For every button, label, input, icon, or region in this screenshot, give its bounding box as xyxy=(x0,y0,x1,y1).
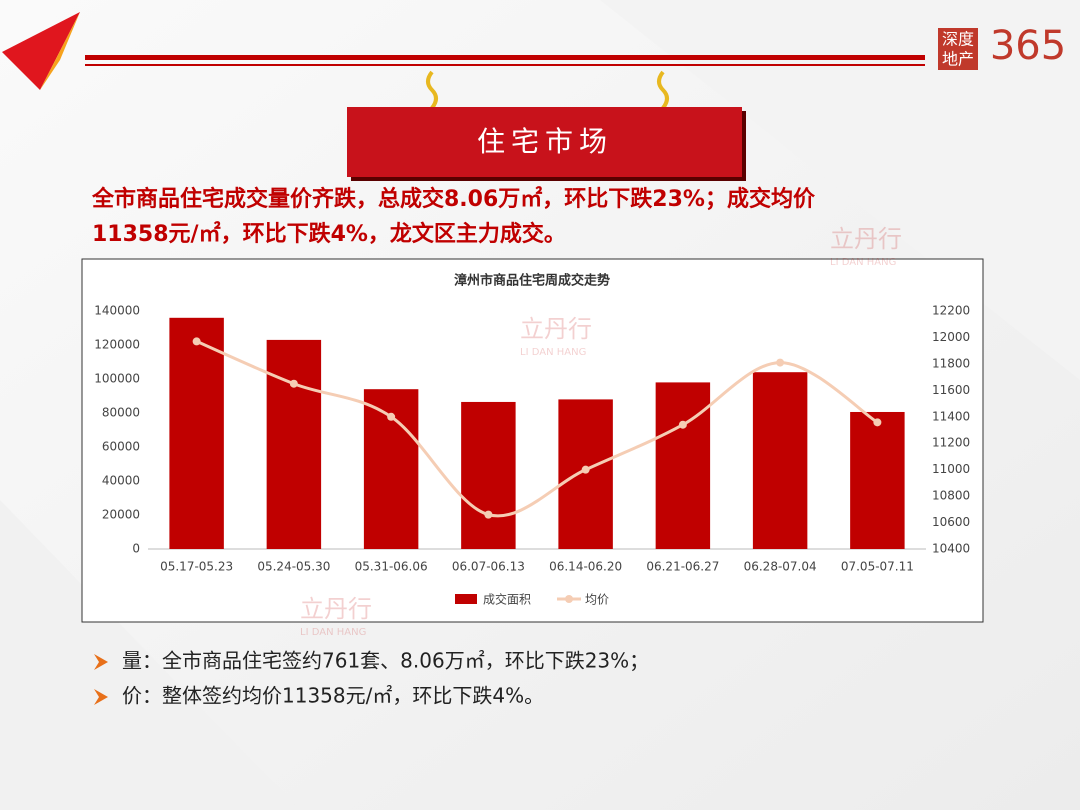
bar xyxy=(266,339,322,549)
line-point xyxy=(678,420,687,429)
arrow-logo xyxy=(2,12,80,90)
bg-shape xyxy=(0,500,300,810)
logo-text: 地产 xyxy=(942,50,974,69)
bullet-icon xyxy=(94,654,108,670)
y2-tick-label: 11000 xyxy=(932,462,970,476)
x-tick-label: 06.07-06.13 xyxy=(452,560,525,574)
x-tick-label: 05.17-05.23 xyxy=(160,560,233,574)
bar xyxy=(655,382,711,549)
chart: 0 20000 40000 60000 80000 100000 120000 140000 1… xyxy=(94,304,970,607)
bar xyxy=(558,399,613,549)
line-point xyxy=(484,510,493,519)
bar xyxy=(850,411,905,549)
bar xyxy=(752,372,808,549)
line xyxy=(196,340,879,518)
line-point xyxy=(289,379,298,388)
x-tick-label: 05.24-05.30 xyxy=(257,560,330,574)
top-rule xyxy=(85,55,925,60)
y2-tick-label: 10800 xyxy=(932,489,970,503)
legend-label: 均价 xyxy=(585,593,609,607)
y2-tick-label: 10400 xyxy=(932,542,970,556)
y-tick-label: 60000 xyxy=(102,440,140,454)
logo-text: 深度 xyxy=(942,30,974,49)
y2-tick-label: 11200 xyxy=(932,436,970,450)
headline: 11358元/㎡，环比下跌4%，龙文区主力成交。 xyxy=(92,221,566,247)
logo-box xyxy=(938,28,978,70)
bullet-icon xyxy=(94,689,108,705)
line-point xyxy=(776,358,785,367)
legend-label: 成交面积 xyxy=(483,592,531,607)
y-tick-label: 100000 xyxy=(94,372,140,386)
logo-number: 365 xyxy=(990,23,1066,69)
line-point xyxy=(873,418,882,427)
top-rule xyxy=(85,64,925,66)
watermark-text: 立丹行 xyxy=(520,315,592,343)
watermark-text: 立丹行 xyxy=(300,595,372,623)
line-point xyxy=(387,412,396,421)
watermark-text: LI DAN HANG xyxy=(520,347,586,358)
y2-tick-label: 12000 xyxy=(932,330,970,344)
chart-title: 漳州市商品住宅周成交走势 xyxy=(454,273,610,289)
line-point xyxy=(581,465,590,474)
x-tick-label: 07.05-07.11 xyxy=(841,560,914,574)
y2-tick-label: 11600 xyxy=(932,383,970,397)
bar xyxy=(169,317,224,549)
x-tick-label: 05.31-06.06 xyxy=(355,560,428,574)
title-box xyxy=(347,107,742,177)
y-tick-label: 140000 xyxy=(94,304,140,318)
y2-tick-label: 10600 xyxy=(932,515,970,529)
y2-tick-label: 12200 xyxy=(932,304,970,318)
line-point xyxy=(192,337,201,346)
y-tick-label: 40000 xyxy=(102,474,140,488)
y-tick-label: 20000 xyxy=(102,508,140,522)
legend-swatch xyxy=(565,595,574,603)
y-tick-label: 0 xyxy=(132,542,140,556)
watermark: 立丹行 LI DAN HANG 立丹行 LI DAN HANG 立丹行 LI D… xyxy=(300,225,902,638)
legend-swatch xyxy=(455,594,477,604)
bullet-text: 量：全市商品住宅签约761套、8.06万㎡，环比下跌23%； xyxy=(122,649,649,673)
arrow-logo xyxy=(40,12,80,90)
x-tick-label: 06.21-06.27 xyxy=(646,560,719,574)
y2-tick-label: 11800 xyxy=(932,356,970,370)
chart-frame xyxy=(81,258,984,623)
x-tick-label: 06.28-07.04 xyxy=(744,560,817,574)
headline: 全市商品住宅成交量价齐跌，总成交8.06万㎡，环比下跌23%；成交均价 xyxy=(91,186,816,212)
bullet-text: 价：整体签约均价11358元/㎡，环比下跌4%。 xyxy=(122,684,544,708)
watermark-text: 立丹行 xyxy=(830,225,902,253)
watermark-text: LI DAN HANG xyxy=(300,627,366,638)
y2-tick-label: 11400 xyxy=(932,409,970,423)
x-tick-label: 06.14-06.20 xyxy=(549,560,622,574)
bar xyxy=(461,401,516,549)
y-tick-label: 120000 xyxy=(94,338,140,352)
section-title: 住宅市场 xyxy=(477,125,613,158)
watermark-text: LI DAN HANG xyxy=(830,257,896,268)
y-tick-label: 80000 xyxy=(102,406,140,420)
